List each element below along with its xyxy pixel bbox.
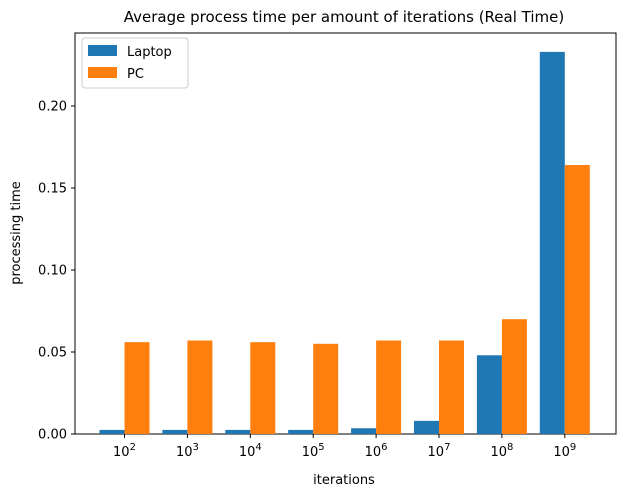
y-tick-label: 0.20 (38, 99, 67, 114)
plot-area (74, 32, 617, 435)
x-axis-label: iterations (313, 473, 375, 488)
bar-pc-6 (501, 319, 527, 434)
legend: Laptop PC (81, 37, 189, 89)
y-tick-label: 0.05 (38, 345, 67, 360)
bar-laptop-7 (539, 51, 565, 435)
bar-laptop-5 (414, 420, 439, 434)
x-tick-label: 104 (239, 442, 262, 460)
bar-laptop-1 (162, 429, 188, 434)
series-pc (124, 165, 590, 434)
x-tick-label: 106 (365, 442, 388, 460)
bar-pc-4 (376, 340, 402, 434)
bar-laptop-0 (99, 429, 125, 434)
x-tick-label: 108 (490, 442, 513, 460)
bar-pc-1 (187, 340, 213, 434)
x-tick-label: 107 (428, 442, 451, 460)
chart-title: Average process time per amount of itera… (124, 8, 564, 26)
x-tick-label: 102 (113, 442, 136, 460)
x-tick-label: 105 (302, 442, 325, 460)
y-tick-label: 0.15 (38, 181, 67, 196)
bar-pc-2 (250, 342, 276, 434)
bar-laptop-4 (351, 428, 377, 434)
legend-label-pc: PC (127, 67, 144, 82)
bar-laptop-3 (288, 429, 314, 434)
bar-pc-5 (439, 340, 464, 434)
x-tick-label: 109 (553, 442, 576, 460)
x-tick-label: 103 (176, 442, 199, 460)
y-tick-label: 0.10 (38, 263, 67, 278)
x-axis-ticks: 102 103 104 105 106 107 108 109 (113, 434, 576, 460)
bar-pc-7 (564, 165, 590, 434)
series-laptop (99, 51, 565, 435)
legend-swatch-pc (88, 67, 117, 78)
legend-label-laptop: Laptop (127, 45, 172, 60)
bars (99, 51, 590, 435)
y-axis-label: processing time (9, 181, 24, 285)
bar-pc-3 (313, 343, 339, 434)
plot-frame (74, 32, 617, 435)
bar-laptop-2 (225, 429, 251, 434)
bar-pc-0 (124, 342, 150, 434)
y-tick-label: 0.00 (38, 428, 67, 443)
bar-laptop-6 (476, 355, 502, 434)
legend-swatch-laptop (88, 45, 117, 56)
y-axis-ticks: 0.00 0.05 0.10 0.15 0.20 (38, 99, 75, 443)
